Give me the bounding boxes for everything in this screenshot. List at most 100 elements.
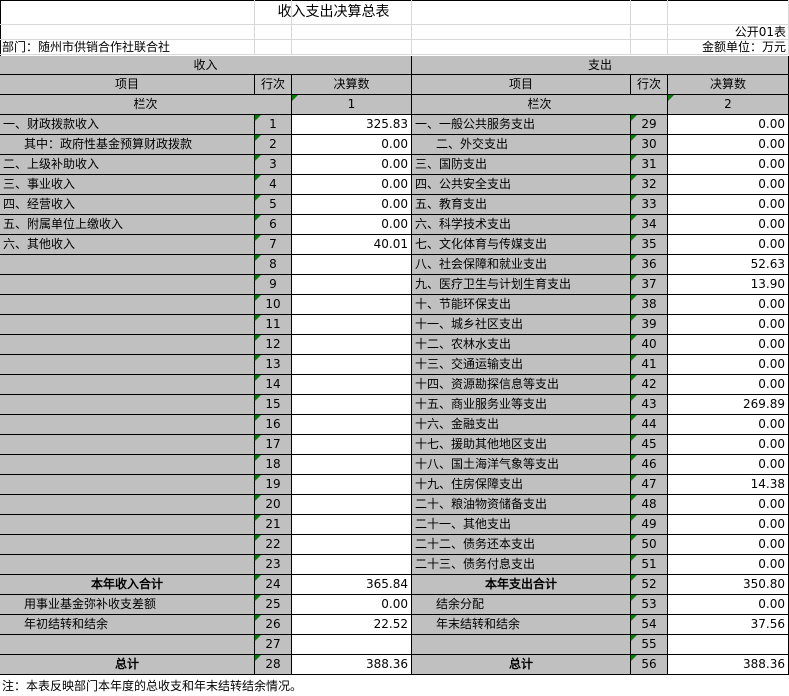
item-label: 十四、资源勘探信息等支出 <box>412 375 631 395</box>
line-number: 23 <box>255 555 292 575</box>
line-number: 33 <box>631 195 668 215</box>
index-number: 1 <box>292 95 412 115</box>
amount: 388.36 <box>292 655 412 675</box>
line-number: 13 <box>255 355 292 375</box>
line-number: 44 <box>631 415 668 435</box>
item-label: 十八、国土海洋气象等支出 <box>412 455 631 475</box>
amount: 0.00 <box>668 595 789 615</box>
line-number: 22 <box>255 535 292 555</box>
line-number: 24 <box>255 575 292 595</box>
amount <box>292 255 412 275</box>
line-number: 51 <box>631 555 668 575</box>
item-label <box>0 515 255 535</box>
item-label: 年初结转和结余 <box>0 615 255 635</box>
amount: 0.00 <box>668 415 789 435</box>
line-number: 29 <box>631 115 668 135</box>
index-number: 2 <box>668 95 789 115</box>
line-number: 49 <box>631 515 668 535</box>
column-header: 行次 <box>255 75 292 95</box>
line-number: 35 <box>631 235 668 255</box>
line-number: 37 <box>631 275 668 295</box>
amount: 0.00 <box>668 215 789 235</box>
item-label <box>0 495 255 515</box>
line-number: 18 <box>255 455 292 475</box>
item-label: 十五、商业服务业等支出 <box>412 395 631 415</box>
line-number: 53 <box>631 595 668 615</box>
amount: 0.00 <box>292 135 412 155</box>
grid-cell <box>255 0 292 25</box>
line-number: 31 <box>631 155 668 175</box>
line-number: 34 <box>631 215 668 235</box>
line-number: 1 <box>255 115 292 135</box>
amount: 0.00 <box>292 175 412 195</box>
grid-cell <box>292 0 412 25</box>
amount: 14.38 <box>668 475 789 495</box>
amount: 325.83 <box>292 115 412 135</box>
report-code: 公开01表 <box>734 25 786 39</box>
grid-cell <box>631 0 668 25</box>
line-number: 12 <box>255 335 292 355</box>
line-number: 27 <box>255 635 292 655</box>
line-number: 3 <box>255 155 292 175</box>
line-number: 4 <box>255 175 292 195</box>
item-label: 四、经营收入 <box>0 195 255 215</box>
column-header: 项目 <box>0 75 255 95</box>
amount <box>292 375 412 395</box>
item-label: 四、公共安全支出 <box>412 175 631 195</box>
line-number: 55 <box>631 635 668 655</box>
line-number: 7 <box>255 235 292 255</box>
column-header: 项目 <box>412 75 631 95</box>
index-label: 栏次 <box>412 95 668 115</box>
line-number: 39 <box>631 315 668 335</box>
amount <box>292 635 412 655</box>
line-number: 54 <box>631 615 668 635</box>
amount <box>292 355 412 375</box>
line-number: 8 <box>255 255 292 275</box>
line-number: 5 <box>255 195 292 215</box>
item-label: 本年收入合计 <box>0 575 255 595</box>
amount: 0.00 <box>668 195 789 215</box>
line-number: 20 <box>255 495 292 515</box>
item-label: 年末结转和结余 <box>412 615 631 635</box>
column-header: 决算数 <box>292 75 412 95</box>
amount: 269.89 <box>668 395 789 415</box>
item-label: 三、国防支出 <box>412 155 631 175</box>
line-number: 40 <box>631 335 668 355</box>
amount: 365.84 <box>292 575 412 595</box>
grid-cell <box>631 40 668 55</box>
line-number: 26 <box>255 615 292 635</box>
item-label: 一、一般公共服务支出 <box>412 115 631 135</box>
amount: 0.00 <box>668 155 789 175</box>
amount <box>292 335 412 355</box>
line-number: 38 <box>631 295 668 315</box>
line-number: 47 <box>631 475 668 495</box>
amount <box>668 635 789 655</box>
amount: 0.00 <box>668 515 789 535</box>
item-label <box>0 295 255 315</box>
grid-cell <box>631 25 668 40</box>
line-number: 28 <box>255 655 292 675</box>
grid-cell <box>412 0 631 25</box>
line-number: 16 <box>255 415 292 435</box>
grid-cell <box>0 0 255 25</box>
item-label <box>412 635 631 655</box>
amount: 0.00 <box>292 595 412 615</box>
grid-cell <box>292 40 412 55</box>
title: 收入支出决算总表 <box>277 4 390 20</box>
line-number: 14 <box>255 375 292 395</box>
item-label: 二十二、债务还本支出 <box>412 535 631 555</box>
line-number: 46 <box>631 455 668 475</box>
amount: 0.00 <box>668 175 789 195</box>
item-label: 十、节能环保支出 <box>412 295 631 315</box>
amount: 0.00 <box>668 375 789 395</box>
amount: 0.00 <box>292 195 412 215</box>
amount: 0.00 <box>668 235 789 255</box>
item-label <box>0 635 255 655</box>
amount: 22.52 <box>292 615 412 635</box>
grid-cell <box>0 25 255 40</box>
amount: 0.00 <box>668 135 789 155</box>
line-number: 36 <box>631 255 668 275</box>
grid-cell <box>255 25 292 40</box>
item-label: 二、上级补助收入 <box>0 155 255 175</box>
grid-cell <box>412 40 631 55</box>
